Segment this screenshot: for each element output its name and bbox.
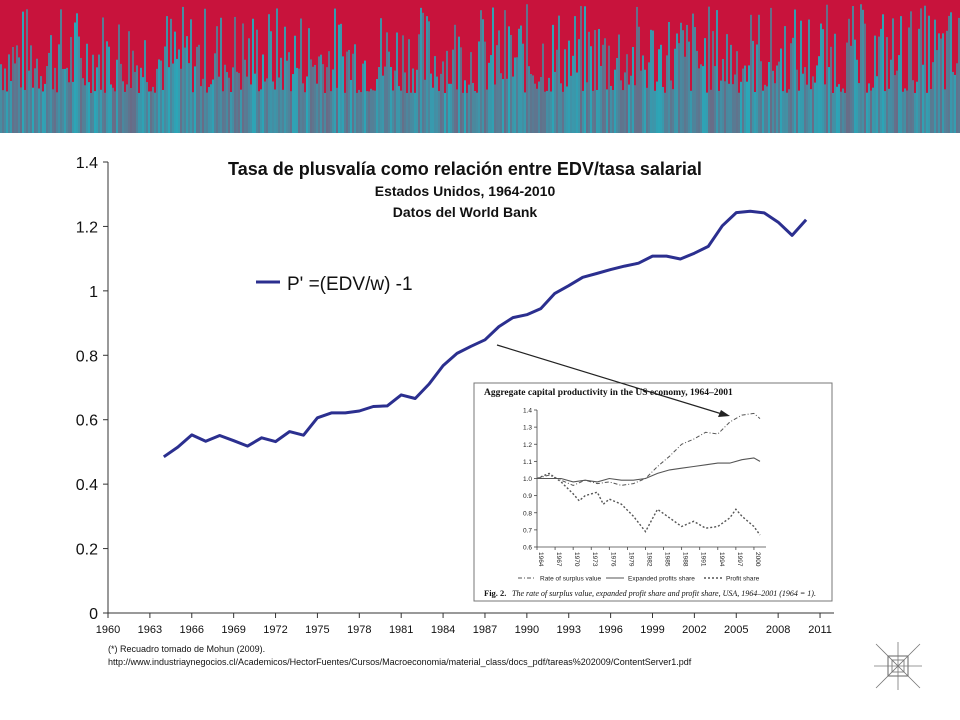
y-tick-label: 0.8 xyxy=(76,348,98,365)
inset-caption-label: Fig. 2. xyxy=(484,588,506,598)
inset-x-tick-label: 1976 xyxy=(609,552,616,567)
inset-y-tick-label: 0.8 xyxy=(523,510,532,517)
header-banner xyxy=(0,0,960,133)
inset-y-tick-label: 0.7 xyxy=(523,527,532,534)
inset-series-line xyxy=(537,457,761,483)
inset-y-tick-label: 1.2 xyxy=(523,442,532,449)
x-tick-label: 1975 xyxy=(305,624,329,636)
inset-y-tick-label: 1.3 xyxy=(523,425,532,432)
inset-legend-label: Expanded profits share xyxy=(628,576,695,583)
inset-caption: The rate of surplus value, expanded prof… xyxy=(512,589,816,598)
legend: P' =(EDV/w) -1 xyxy=(256,274,413,295)
x-tick-label: 2011 xyxy=(808,624,832,636)
main-axes: 0 0.2 0.4 0.6 0.8 1 1.2 1.4 1960 1963 1966 1969 1972… xyxy=(76,155,834,636)
x-tick-label: 1987 xyxy=(473,624,497,636)
pointer-arrow xyxy=(496,344,730,417)
inset-x-tick-label: 2000 xyxy=(754,552,761,567)
inset-x-tick-label: 1985 xyxy=(664,552,671,567)
y-tick-label: 0.2 xyxy=(76,542,98,559)
inset-x-tick-label: 1997 xyxy=(736,552,743,567)
inset-x-tick-label: 1979 xyxy=(627,552,634,567)
inset-series-line xyxy=(536,472,761,536)
inset-frame xyxy=(473,382,833,602)
inset-y-tick-label: 1.4 xyxy=(523,408,532,415)
inset-y-tick-label: 1.1 xyxy=(523,459,532,466)
inset-legend-label: Profit share xyxy=(726,576,760,583)
series-line xyxy=(162,209,808,459)
x-tick-label: 1990 xyxy=(515,624,539,636)
x-tick-label: 1966 xyxy=(180,624,204,636)
x-tick-label: 2002 xyxy=(682,624,706,636)
inset-y-tick-label: 1.0 xyxy=(523,476,532,483)
inset-x-tick-label: 1994 xyxy=(718,552,725,567)
x-tick-label: 1960 xyxy=(96,624,120,636)
y-tick-label: 0 xyxy=(89,606,98,623)
chart-title: Tasa de plusvalía como relación entre ED… xyxy=(228,159,702,179)
x-tick-label: 2008 xyxy=(766,624,790,636)
y-tick-label: 1.4 xyxy=(76,155,98,172)
x-tick-label: 1969 xyxy=(221,624,245,636)
y-tick-label: 1.2 xyxy=(76,219,98,236)
x-tick-label: 1978 xyxy=(347,624,371,636)
x-tick-label: 1963 xyxy=(138,624,162,636)
banner-bars xyxy=(0,4,960,133)
inset-x-tick-label: 1970 xyxy=(573,552,580,567)
chart-subtitle: Estados Unidos, 1964-2010 xyxy=(375,183,556,199)
y-tick-label: 1 xyxy=(89,284,98,301)
source-link[interactable]: http://www.industriaynegocios.cl/Academi… xyxy=(108,657,692,667)
inset-x-tick-label: 1988 xyxy=(682,552,689,567)
inset-axes: 0.6 0.7 0.8 0.9 1.0 1.1 1.2 1.3 1.4 1964 1967 1970 1… xyxy=(523,408,766,567)
inset-y-tick-label: 0.6 xyxy=(523,545,532,552)
x-tick-label: 1993 xyxy=(556,624,580,636)
x-tick-label: 1981 xyxy=(389,624,413,636)
inset-title: Aggregate capital productivity in the US… xyxy=(484,388,733,398)
x-tick-label: 1972 xyxy=(263,624,287,636)
x-tick-label: 1984 xyxy=(431,624,455,636)
footnote: (*) Recuadro tomado de Mohun (2009). xyxy=(108,644,266,654)
main-chart: Tasa de plusvalía como relación entre ED… xyxy=(76,155,834,636)
x-tick-label: 1999 xyxy=(640,624,664,636)
inset-figure: Aggregate capital productivity in the US… xyxy=(473,382,833,602)
inset-x-tick-label: 1967 xyxy=(555,552,562,567)
inset-x-tick-label: 1982 xyxy=(645,552,652,567)
x-tick-label: 1996 xyxy=(598,624,622,636)
inset-x-tick-label: 1964 xyxy=(537,552,544,567)
y-tick-label: 0.4 xyxy=(76,477,98,494)
legend-label: P' =(EDV/w) -1 xyxy=(287,274,413,295)
inset-legend: Rate of surplus value Expanded profits sh… xyxy=(518,576,760,583)
y-tick-label: 0.6 xyxy=(76,413,98,430)
chart-source-note: Datos del World Bank xyxy=(393,204,538,220)
inset-y-tick-label: 0.9 xyxy=(523,493,532,500)
x-tick-label: 2005 xyxy=(724,624,748,636)
inset-x-tick-label: 1991 xyxy=(700,552,707,567)
inset-series-line xyxy=(536,412,761,486)
compass-logo-icon xyxy=(874,642,922,690)
inset-x-tick-label: 1973 xyxy=(591,552,598,567)
inset-legend-label: Rate of surplus value xyxy=(540,576,601,583)
